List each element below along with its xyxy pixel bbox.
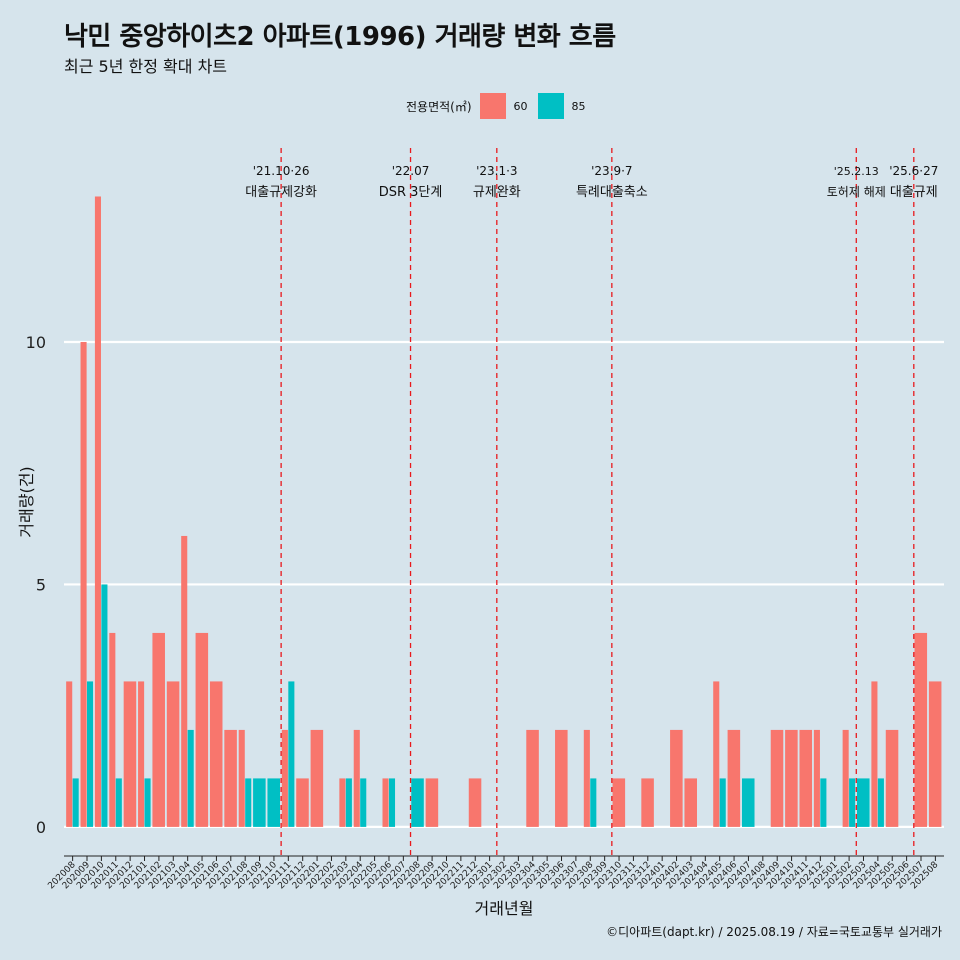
bar-60-202502	[842, 729, 849, 827]
bar-60-202402	[670, 729, 683, 827]
annotation-date: '25.2.13	[834, 165, 879, 178]
bar-85-202111	[288, 681, 295, 827]
bar-85-202412	[820, 778, 827, 827]
bar-60-202508	[928, 681, 942, 827]
bar-85-202208	[411, 778, 424, 827]
annotation-date: '23.9·7	[591, 164, 632, 178]
annotation-label: DSR 3단계	[379, 185, 443, 200]
legend-label-60: 60	[513, 99, 528, 113]
bar-85-202407	[741, 778, 755, 827]
bar-85-202109	[253, 778, 266, 827]
bar-85-202206	[388, 778, 396, 827]
bar-85-202104	[187, 729, 194, 827]
bar-60-202411	[799, 729, 813, 827]
bar-60-202105	[195, 632, 209, 827]
bar-85-202308	[590, 778, 597, 827]
bar-60-202108	[238, 729, 245, 827]
bar-60-202504	[871, 681, 878, 827]
bar-60-202409	[770, 729, 784, 827]
bar-85-202405	[719, 778, 726, 827]
bar-60-202009	[80, 341, 87, 827]
y-tick-label: 10	[26, 333, 46, 352]
bar-85-202502	[849, 778, 856, 827]
bar-85-202110	[267, 778, 281, 827]
bar-85-202008	[72, 778, 79, 827]
annotation-date: '23.1·3	[476, 164, 517, 178]
bar-85-202204	[360, 778, 367, 827]
bar-60-202008	[66, 681, 73, 827]
bar-60-202201	[310, 729, 324, 827]
x-axis-title: 거래년월	[475, 899, 534, 918]
annotation-date: '25.6·27	[889, 164, 938, 178]
y-axis-title: 거래량(건)	[17, 466, 36, 537]
bar-85-202108	[245, 778, 252, 827]
annotation-label: 규제완화	[473, 185, 521, 200]
bar-60-202101	[138, 681, 145, 827]
bar-60-202308	[583, 729, 590, 827]
bar-60-202204	[353, 729, 360, 827]
bar-60-202102	[152, 632, 165, 827]
annotation-label: 대출규제강화	[245, 185, 317, 200]
bar-60-202505	[885, 729, 899, 827]
bar-85-202503	[857, 778, 870, 827]
bar-85-202009	[87, 681, 94, 827]
annotation-label: 토허제 해제	[827, 185, 886, 199]
y-tick-label: 5	[36, 575, 46, 594]
annotation-date: '22.07	[392, 164, 430, 178]
bar-60-202406	[727, 729, 741, 827]
bar-60-202106	[209, 681, 223, 827]
bar-60-202111	[281, 729, 288, 827]
bar-60-202507	[914, 632, 928, 827]
chart-caption: ©디아파트(dapt.kr) / 2025.08.19 / 자료=국토교통부 실…	[606, 925, 942, 939]
bar-60-202012	[123, 681, 137, 827]
bar-60-202310	[612, 778, 626, 827]
bar-60-202112	[296, 778, 309, 827]
y-tick-label: 0	[36, 818, 46, 837]
bar-85-202011	[115, 778, 122, 827]
legend-label-85: 85	[571, 99, 586, 113]
bar-60-202209	[425, 778, 439, 827]
bar-60-202203	[339, 778, 346, 827]
bar-85-202101	[144, 778, 151, 827]
bar-60-202103	[166, 681, 180, 827]
bar-60-202212	[468, 778, 482, 827]
bar-60-202104	[181, 535, 188, 827]
bar-60-202306	[555, 729, 568, 827]
bar-60-202011	[109, 632, 116, 827]
bar-60-202010	[94, 196, 101, 827]
bar-85-202203	[345, 778, 352, 827]
bar-60-202304	[526, 729, 539, 827]
legend-title: 전용면적(㎡)	[406, 99, 472, 114]
bar-60-202412	[813, 729, 820, 827]
bar-60-202312	[641, 778, 654, 827]
bar-60-202403	[684, 778, 697, 827]
bar-85-202010	[101, 584, 108, 827]
bar-60-202405	[713, 681, 720, 827]
annotation-date: '21.10·26	[253, 164, 310, 178]
bar-60-202206	[382, 778, 389, 827]
chart-subtitle: 최근 5년 한정 확대 차트	[64, 57, 228, 76]
legend-swatch-60	[479, 93, 506, 119]
legend-swatch-85	[537, 93, 564, 119]
bar-85-202504	[877, 778, 884, 827]
annotation-label: 대출규제	[890, 185, 938, 200]
chart-title: 낙민 중앙하이츠2 아파트(1996) 거래량 변화 흐름	[64, 22, 616, 52]
legend: 전용면적(㎡) 60 85	[406, 93, 596, 119]
bar-60-202410	[785, 729, 798, 827]
annotation-label: 특례대출축소	[576, 185, 648, 200]
bar-60-202107	[224, 729, 237, 827]
